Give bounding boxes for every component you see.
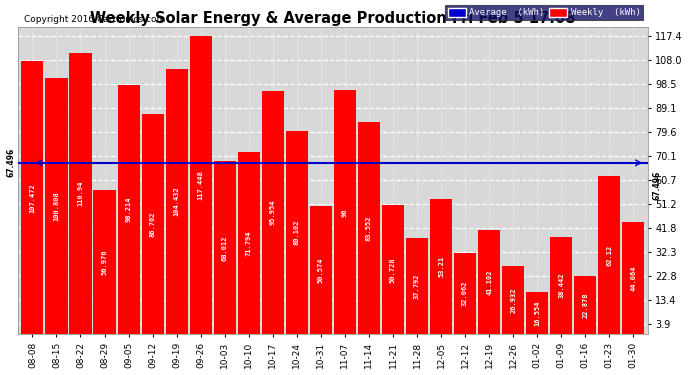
Text: 67.496: 67.496 xyxy=(653,170,662,200)
Bar xyxy=(117,85,139,334)
Bar xyxy=(286,131,308,334)
Title: Weekly Solar Energy & Average Production Fri Feb 5 17:08: Weekly Solar Energy & Average Production… xyxy=(90,11,575,26)
Bar xyxy=(406,238,428,334)
Bar xyxy=(237,152,260,334)
Text: 32.062: 32.062 xyxy=(462,281,468,306)
Bar xyxy=(502,266,524,334)
Bar xyxy=(310,206,332,334)
Bar xyxy=(358,122,380,334)
Text: 71.794: 71.794 xyxy=(246,230,252,256)
Text: 104.432: 104.432 xyxy=(174,187,179,216)
Text: 56.976: 56.976 xyxy=(101,249,108,274)
Bar xyxy=(141,114,164,334)
Legend: Average  (kWh), Weekly  (kWh): Average (kWh), Weekly (kWh) xyxy=(445,5,643,20)
Text: 110.94: 110.94 xyxy=(77,181,83,206)
Text: 26.932: 26.932 xyxy=(510,287,516,313)
Text: 53.21: 53.21 xyxy=(438,256,444,277)
Text: 22.878: 22.878 xyxy=(582,292,589,318)
Text: 95.954: 95.954 xyxy=(270,200,276,225)
Text: 67.496: 67.496 xyxy=(7,148,16,177)
Text: 16.554: 16.554 xyxy=(534,300,540,326)
Text: 50.574: 50.574 xyxy=(318,257,324,283)
Text: 100.808: 100.808 xyxy=(53,191,59,221)
Bar xyxy=(46,78,68,334)
Text: 41.102: 41.102 xyxy=(486,269,492,295)
Text: 86.762: 86.762 xyxy=(150,211,156,237)
Bar xyxy=(478,230,500,334)
Text: 50.728: 50.728 xyxy=(390,257,396,282)
Bar xyxy=(382,206,404,334)
Text: 83.552: 83.552 xyxy=(366,215,372,241)
Bar xyxy=(598,177,620,334)
Bar xyxy=(622,222,644,334)
Text: 37.792: 37.792 xyxy=(414,273,420,299)
Text: 68.012: 68.012 xyxy=(221,235,228,261)
Text: 44.064: 44.064 xyxy=(631,266,636,291)
Bar xyxy=(93,189,116,334)
Text: 96: 96 xyxy=(342,208,348,216)
Bar xyxy=(454,253,476,334)
Bar xyxy=(70,53,92,334)
Text: Copyright 2016 Cartronics.com: Copyright 2016 Cartronics.com xyxy=(24,15,166,24)
Text: 80.102: 80.102 xyxy=(294,220,300,245)
Bar xyxy=(262,90,284,334)
Bar xyxy=(334,90,356,334)
Bar xyxy=(166,69,188,334)
Text: 98.214: 98.214 xyxy=(126,197,132,222)
Bar xyxy=(214,162,236,334)
Bar xyxy=(430,199,452,334)
Text: 62.12: 62.12 xyxy=(607,244,612,266)
Text: 117.448: 117.448 xyxy=(197,170,204,200)
Text: 107.472: 107.472 xyxy=(30,183,35,213)
Bar xyxy=(21,62,43,334)
Bar xyxy=(190,36,212,334)
Text: 38.442: 38.442 xyxy=(558,273,564,298)
Bar xyxy=(574,276,596,334)
Bar xyxy=(550,237,572,334)
Bar xyxy=(526,292,549,334)
